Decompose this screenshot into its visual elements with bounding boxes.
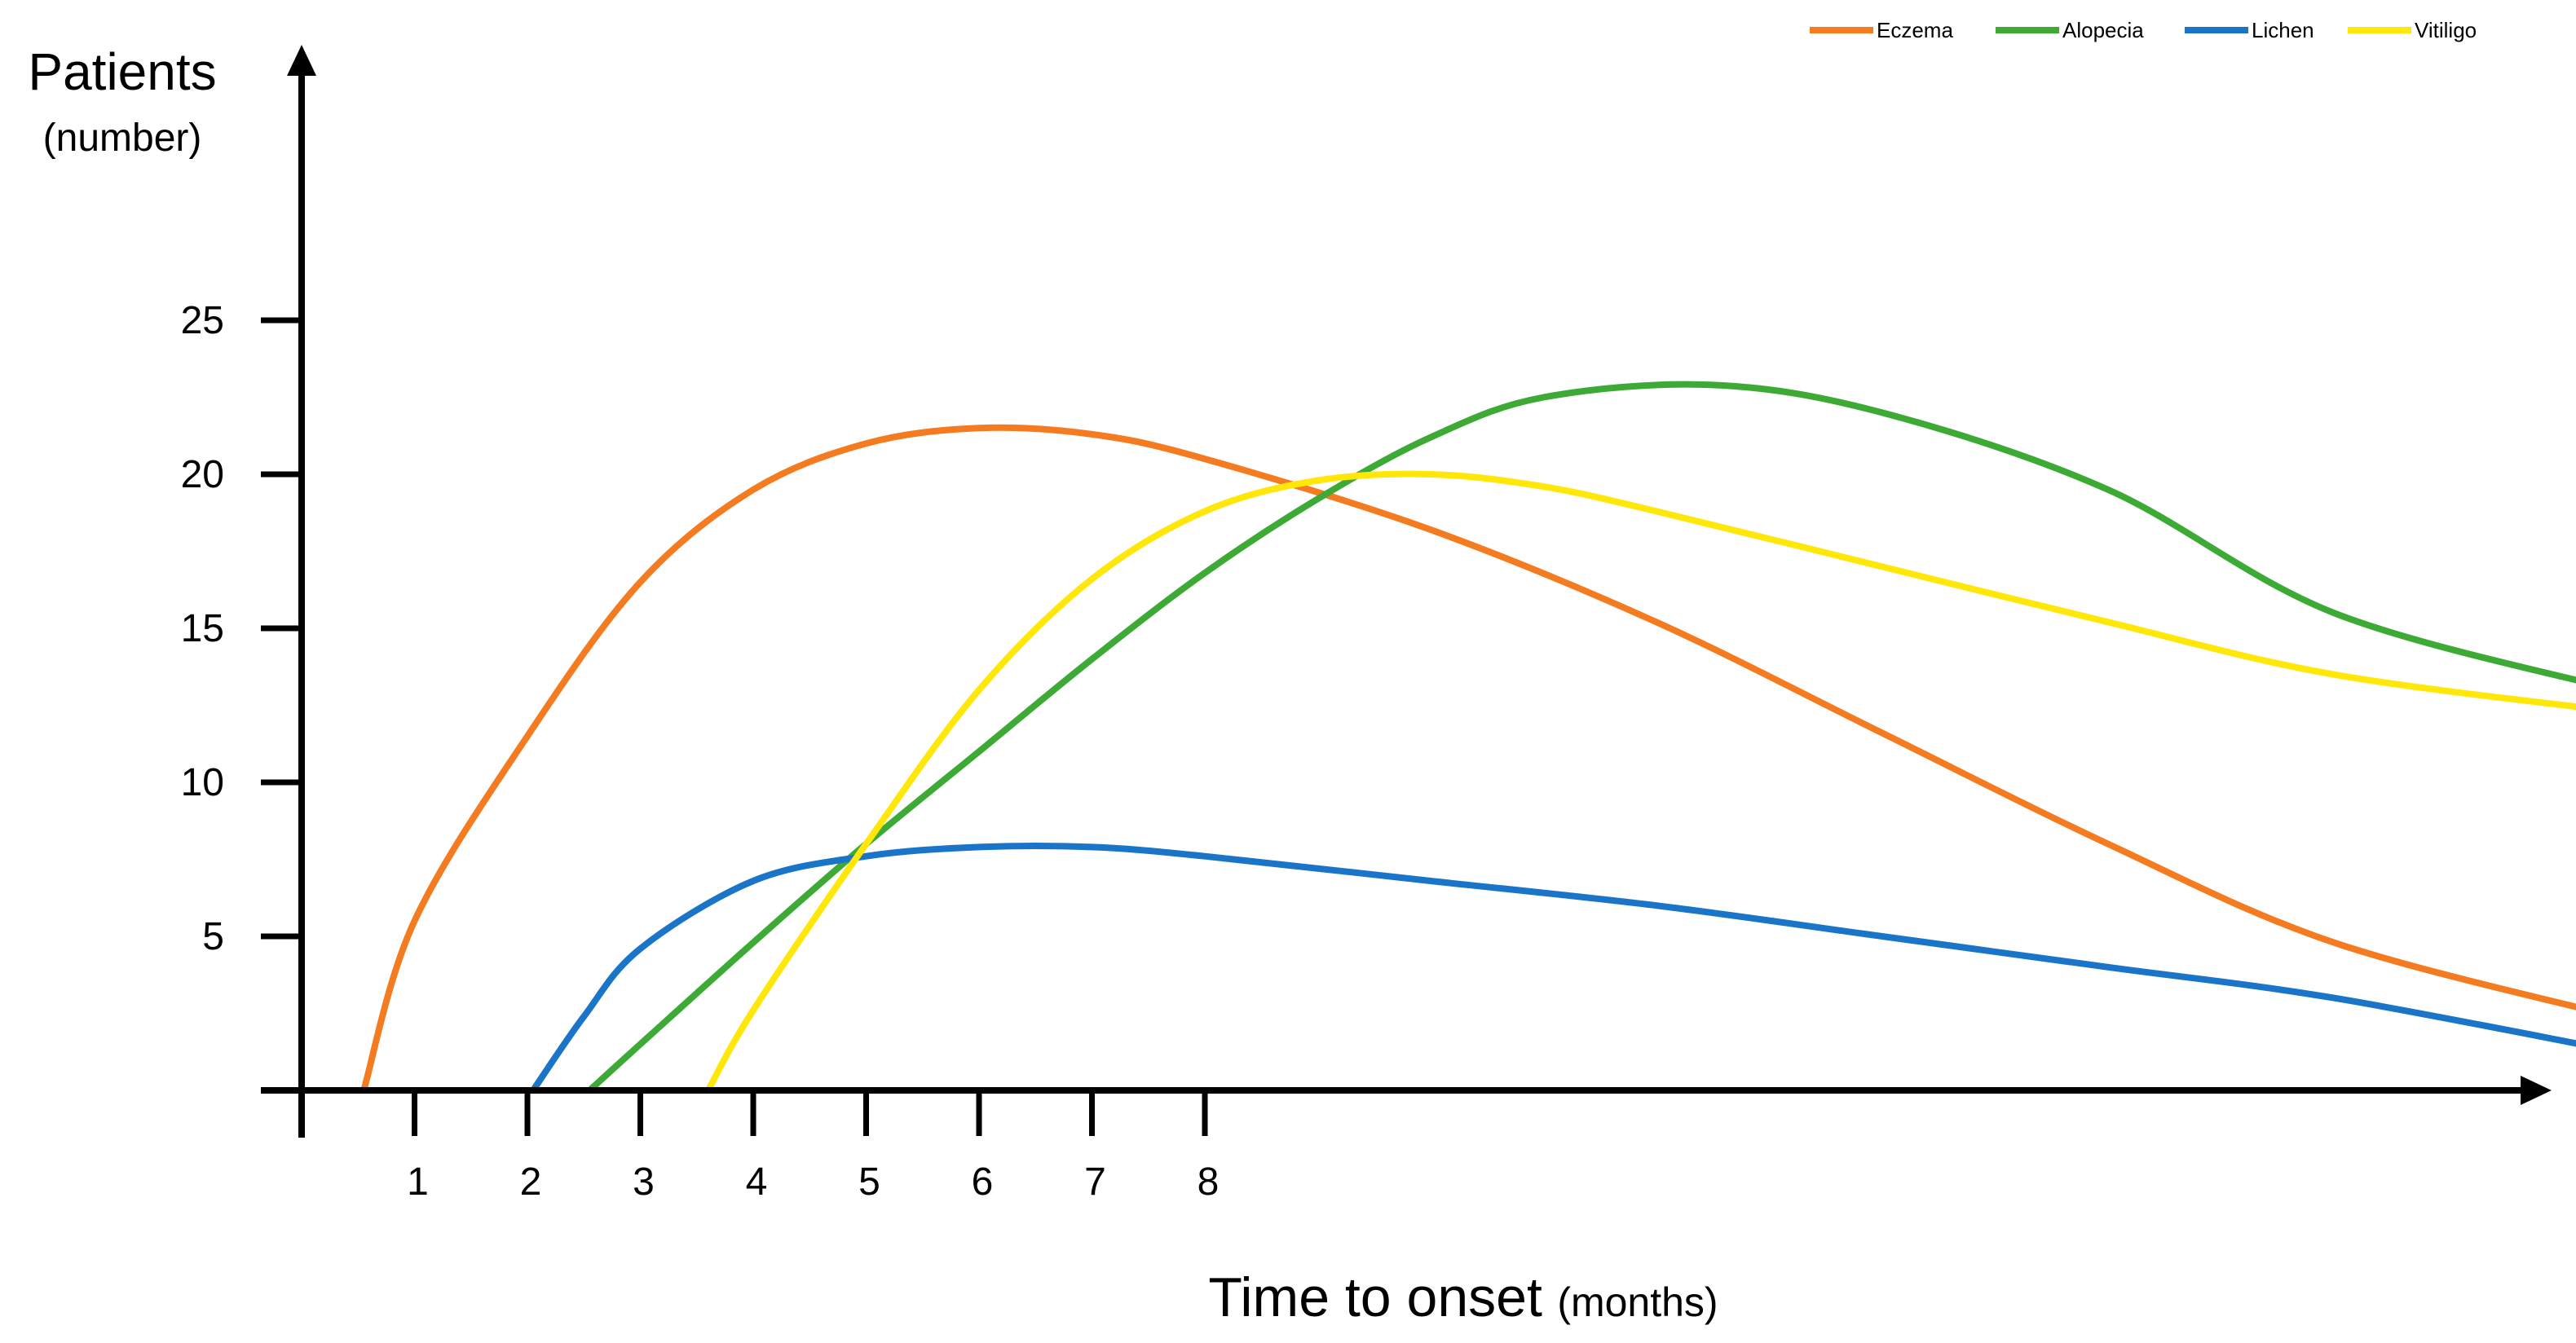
- legend-label-eczema: Eczema: [1877, 18, 1953, 42]
- legend: Eczema Alopecia Lichen Vitiligo: [1810, 18, 2477, 42]
- series-line-alopecia: [587, 381, 2576, 1093]
- legend-label-vitiligo: Vitiligo: [2415, 18, 2477, 42]
- legend-label-alopecia: Alopecia: [2062, 18, 2144, 42]
- x-tick-label: 6: [972, 1160, 994, 1204]
- axes: [261, 45, 2552, 1138]
- series-lines: [360, 381, 2576, 1093]
- series-line-lichen: [530, 842, 2576, 1093]
- x-axis-title-main: Time to onset: [1208, 1266, 1542, 1328]
- x-tick-label: 8: [1198, 1160, 1220, 1204]
- y-tick-label: 15: [181, 607, 224, 650]
- series-line-vitiligo: [705, 470, 2576, 1092]
- x-tick-label: 4: [746, 1160, 768, 1204]
- tick-marks: 1 2 3 4 5 6 7 8 5 10 15 20 25: [181, 299, 1220, 1204]
- y-tick-label: 5: [202, 915, 224, 958]
- y-axis-title: Patients: [28, 42, 216, 101]
- y-tick-label: 10: [181, 761, 224, 804]
- y-axis-arrowhead: [287, 45, 316, 76]
- x-tick-label: 1: [407, 1160, 429, 1204]
- y-axis-unit: (number): [43, 117, 202, 160]
- x-tick-label: 5: [858, 1160, 880, 1204]
- x-axis-title-unit: (months): [1557, 1279, 1718, 1325]
- series-line-eczema: [360, 424, 2576, 1092]
- x-tick-label: 7: [1084, 1160, 1106, 1204]
- x-tick-label: 3: [633, 1160, 655, 1204]
- y-tick-label: 25: [181, 299, 224, 342]
- x-axis-arrowhead: [2521, 1076, 2552, 1105]
- y-tick-label: 20: [181, 453, 224, 496]
- x-tick-label: 2: [520, 1160, 542, 1204]
- x-axis-title: Time to onset (months): [1208, 1266, 1718, 1328]
- legend-label-lichen: Lichen: [2252, 18, 2314, 42]
